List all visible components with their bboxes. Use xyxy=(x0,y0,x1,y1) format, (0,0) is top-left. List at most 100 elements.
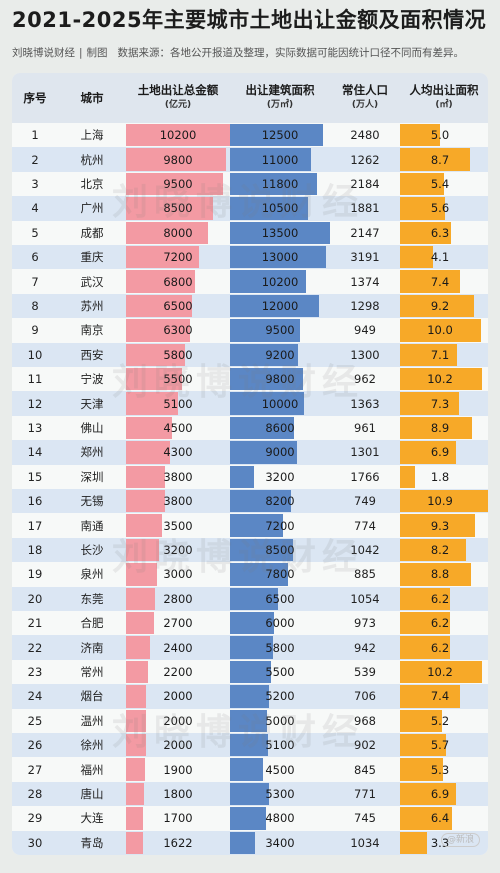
area-bar xyxy=(230,709,268,732)
per-capita-label: 6.2 xyxy=(430,616,450,631)
amount-label: 3800 xyxy=(163,494,193,509)
rank-cell: 27 xyxy=(27,762,43,777)
population-cell: 845 xyxy=(354,762,376,777)
table-row: 19 泉州 3000 7800 885 8.8 xyxy=(12,562,488,586)
amount-label: 5500 xyxy=(163,372,193,387)
area-bar xyxy=(230,587,279,610)
area-bar xyxy=(230,294,319,318)
table-row: 15 深圳 3800 3200 1766 1.8 xyxy=(12,465,488,489)
amount-label: 2000 xyxy=(163,738,193,753)
area-bar xyxy=(230,343,299,366)
table-row: 7 武汉 6800 10200 1374 7.4 xyxy=(12,269,488,293)
amount-label: 5100 xyxy=(163,396,193,411)
platform-logo: @新浪 xyxy=(440,833,480,847)
amount-bar xyxy=(126,319,191,342)
amount-label: 6500 xyxy=(163,298,193,313)
per-capita-label: 6.3 xyxy=(430,225,450,240)
rank-cell: 19 xyxy=(27,567,43,582)
rank-cell: 29 xyxy=(27,811,43,826)
table-header: 序号 城市 土地出让总金额 (亿元) 出让建筑面积 (万㎡) 常住人口 (万人) 人均… xyxy=(12,73,488,123)
city-cell: 成都 xyxy=(80,225,104,240)
population-cell: 1298 xyxy=(350,298,380,313)
rank-cell: 5 xyxy=(31,225,39,240)
amount-label: 2200 xyxy=(163,664,193,679)
table-row: 10 西安 5800 9200 1300 7.1 xyxy=(12,342,488,367)
city-cell: 上海 xyxy=(80,128,104,143)
table-row: 29 大连 1700 4800 745 6.4 xyxy=(12,806,488,830)
area-label: 3400 xyxy=(265,835,295,850)
amount-bar xyxy=(126,124,230,147)
amount-label: 2000 xyxy=(163,713,193,728)
area-label: 8600 xyxy=(265,420,295,435)
area-label: 11800 xyxy=(261,176,299,191)
area-label: 5100 xyxy=(265,738,295,753)
rank-cell: 12 xyxy=(27,396,43,411)
amount-label: 1700 xyxy=(163,811,193,826)
area-label: 9000 xyxy=(265,445,295,460)
rank-cell: 13 xyxy=(27,420,43,435)
population-cell: 942 xyxy=(354,640,376,655)
per-capita-label: 5.4 xyxy=(430,176,450,191)
table-row: 2 杭州 9800 11000 1262 8.7 xyxy=(12,147,488,172)
rank-cell: 15 xyxy=(27,469,43,484)
table-row: 27 福州 1900 4500 845 5.3 xyxy=(12,757,488,781)
city-cell: 苏州 xyxy=(80,298,104,313)
table-row: 18 长沙 3200 8500 1042 8.2 xyxy=(12,537,488,563)
population-cell: 1300 xyxy=(350,347,380,362)
header-population: 常住人口 (万人) xyxy=(342,83,388,110)
table-row: 3 北京 9500 11800 2184 5.4 xyxy=(12,172,488,196)
table-row: 11 宁波 5500 9800 962 10.2 xyxy=(12,367,488,391)
city-cell: 南通 xyxy=(80,518,104,533)
per-capita-label: 6.2 xyxy=(430,591,450,606)
per-capita-bar xyxy=(400,685,460,708)
header-area: 出让建筑面积 (万㎡) xyxy=(245,83,315,110)
city-cell: 佛山 xyxy=(80,420,104,435)
area-bar xyxy=(230,221,330,244)
amount-label: 2400 xyxy=(163,640,193,655)
area-bar xyxy=(230,416,294,440)
area-label: 13500 xyxy=(261,225,299,240)
amount-bar xyxy=(126,636,151,659)
amount-label: 8000 xyxy=(163,225,193,240)
amount-label: 4300 xyxy=(163,445,193,460)
per-capita-label: 6.9 xyxy=(430,786,450,801)
table-row: 12 天津 5100 10000 1363 7.3 xyxy=(12,391,488,416)
per-capita-label: 8.8 xyxy=(430,567,450,582)
area-bar xyxy=(230,148,312,171)
amount-label: 4500 xyxy=(163,420,193,435)
area-label: 4800 xyxy=(265,811,295,826)
amount-bar xyxy=(126,172,223,196)
area-label: 4500 xyxy=(265,762,295,777)
table-row: 1 上海 10200 12500 2480 5.0 xyxy=(12,123,488,147)
rank-cell: 22 xyxy=(27,640,43,655)
amount-bar xyxy=(126,343,186,366)
area-label: 9200 xyxy=(265,347,295,362)
per-capita-bar xyxy=(400,343,458,366)
population-cell: 3191 xyxy=(350,250,380,265)
area-label: 8200 xyxy=(265,494,295,509)
population-cell: 539 xyxy=(354,664,376,679)
city-cell: 青岛 xyxy=(80,835,104,850)
rank-cell: 1 xyxy=(31,128,39,143)
per-capita-bar xyxy=(400,709,442,732)
per-capita-bar xyxy=(400,538,467,562)
amount-label: 1622 xyxy=(163,835,193,850)
amount-label: 3200 xyxy=(163,542,193,557)
rank-cell: 6 xyxy=(31,250,39,265)
amount-bar xyxy=(126,294,193,318)
amount-bar xyxy=(126,612,154,635)
city-cell: 唐山 xyxy=(80,786,104,801)
per-capita-label: 5.0 xyxy=(430,128,450,143)
rank-cell: 30 xyxy=(27,835,43,850)
area-bar xyxy=(230,514,284,537)
amount-bar xyxy=(126,270,196,293)
city-cell: 济南 xyxy=(80,640,104,655)
rank-cell: 11 xyxy=(27,372,43,387)
per-capita-bar xyxy=(400,465,415,488)
amount-label: 1800 xyxy=(163,786,193,801)
amount-label: 3500 xyxy=(163,518,193,533)
area-bar xyxy=(230,758,264,781)
area-bar xyxy=(230,172,318,196)
header-per-capita: 人均出让面积 (㎡) xyxy=(409,83,479,110)
area-bar xyxy=(230,563,288,586)
